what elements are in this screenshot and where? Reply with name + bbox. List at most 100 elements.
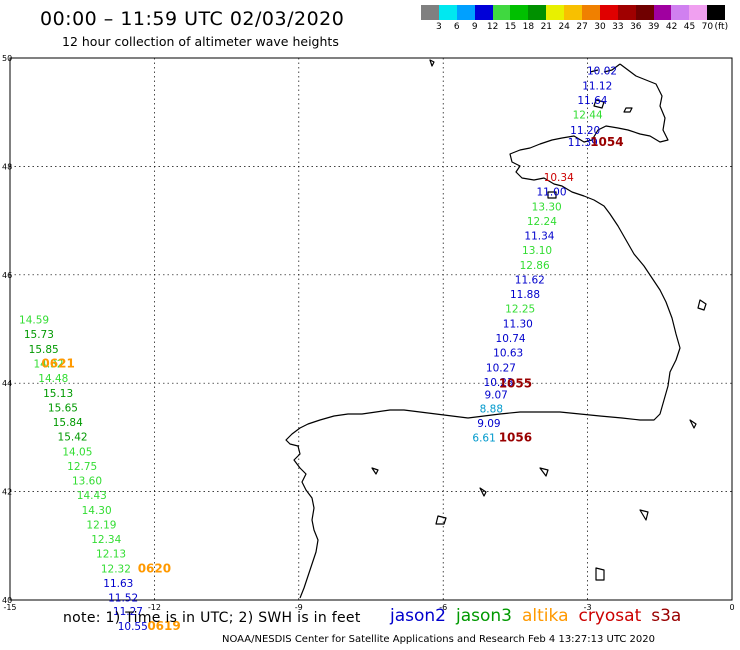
color-swatch bbox=[474, 5, 493, 20]
island-9 bbox=[539, 467, 549, 477]
swh-value: 11.20 bbox=[570, 125, 600, 137]
color-scale-label: 33 bbox=[612, 22, 624, 32]
color-scale-label: 18 bbox=[522, 22, 535, 32]
swh-value: 15.84 bbox=[53, 417, 83, 429]
pass-labels: 1054 1055 1056 0621 0620 0619 bbox=[41, 135, 623, 633]
color-scale-legend: 3 6 9 12 15 18 21 24 27 30 33 36 39 42 45 70 (ft) bbox=[421, 5, 729, 37]
island-6 bbox=[435, 515, 447, 525]
color-scale-label: 21 bbox=[540, 22, 553, 32]
swh-value: 11.34 bbox=[524, 231, 554, 243]
color-scale-label: 30 bbox=[594, 22, 606, 32]
lon-tick-label: -9 bbox=[295, 603, 303, 612]
island-1 bbox=[593, 99, 605, 109]
swh-value: 9.07 bbox=[484, 389, 507, 401]
swh-value: 11.30 bbox=[503, 318, 533, 330]
swh-value: 11.62 bbox=[515, 274, 545, 286]
swh-value: 15.73 bbox=[24, 329, 54, 341]
color-swatch bbox=[456, 5, 475, 20]
island-4 bbox=[429, 59, 435, 67]
color-swatch bbox=[582, 5, 600, 20]
color-scale-label: 15 bbox=[504, 22, 517, 32]
swh-value: 15.13 bbox=[43, 388, 73, 400]
swh-value: 12.86 bbox=[520, 260, 550, 272]
swh-value: 14.59 bbox=[19, 315, 49, 327]
swh-value: 14.48 bbox=[38, 373, 68, 385]
color-scale-label: 45 bbox=[683, 22, 696, 32]
swh-value: 6.61 bbox=[472, 433, 495, 445]
lat-tick-label: 40 bbox=[2, 596, 12, 605]
lon-tick-label: -15 bbox=[3, 603, 16, 612]
swh-value: 9.09 bbox=[477, 418, 500, 430]
page-title: 00:00 – 11:59 UTC 02/03/2020 bbox=[40, 8, 345, 30]
color-scale-label: 12 bbox=[486, 22, 499, 32]
coastline-france bbox=[467, 87, 681, 421]
satellite-legend: jason2 jason3 altika cryosat s3a bbox=[390, 606, 691, 628]
color-scale-label: 3 bbox=[436, 22, 442, 32]
swh-value: 14.43 bbox=[77, 490, 107, 502]
swh-value: 11.27 bbox=[113, 606, 143, 618]
swh-value: 11.64 bbox=[577, 95, 607, 107]
color-swatch bbox=[438, 5, 457, 20]
swh-value: 11.63 bbox=[103, 578, 133, 590]
swh-value: 12.75 bbox=[67, 461, 97, 473]
island-12 bbox=[371, 467, 379, 475]
lon-tick-label: -6 bbox=[439, 603, 447, 612]
island-10 bbox=[479, 487, 487, 497]
legend-item-jason2: jason2 bbox=[390, 606, 446, 626]
lat-tick-label: 50 bbox=[2, 54, 12, 63]
legend-item-cryosat: cryosat bbox=[578, 606, 642, 626]
color-swatch bbox=[546, 5, 565, 20]
color-scale-unit: (ft) bbox=[714, 22, 729, 32]
island-7 bbox=[697, 299, 707, 311]
swh-value: 12.25 bbox=[505, 304, 535, 316]
swh-value: 11.12 bbox=[582, 80, 612, 92]
swh-value: 12.32 bbox=[101, 563, 131, 575]
color-scale-label: 24 bbox=[558, 22, 570, 32]
swh-value: 11.88 bbox=[510, 289, 540, 301]
legend-item-s3a: s3a bbox=[651, 606, 682, 626]
swh-value: 12.13 bbox=[96, 549, 126, 561]
color-scale-label: 39 bbox=[647, 22, 660, 32]
page-subtitle: 12 hour collection of altimeter wave hei… bbox=[62, 34, 339, 49]
swh-value: 10.74 bbox=[496, 333, 526, 345]
pass-number-label: 0619 bbox=[147, 619, 180, 633]
legend-item-altika: altika bbox=[522, 606, 569, 626]
swh-value: 13.10 bbox=[522, 245, 552, 257]
swh-value: 10.34 bbox=[544, 172, 574, 184]
lat-tick-label: 46 bbox=[2, 271, 12, 280]
color-swatch bbox=[671, 5, 690, 20]
color-scale-label: 9 bbox=[471, 22, 478, 32]
swh-value: 10.27 bbox=[486, 362, 516, 374]
color-swatch bbox=[653, 5, 672, 20]
color-scale-label: 6 bbox=[453, 22, 460, 32]
color-swatch bbox=[564, 5, 583, 20]
coastline-channel bbox=[589, 63, 659, 89]
swh-value: 15.65 bbox=[48, 402, 78, 414]
swh-value: 12.24 bbox=[527, 216, 557, 228]
island-8 bbox=[689, 419, 697, 429]
pass-number-label: 0620 bbox=[138, 561, 171, 575]
coastline bbox=[285, 59, 707, 599]
lon-tick-label: -12 bbox=[148, 603, 161, 612]
swh-value: 15.85 bbox=[29, 344, 59, 356]
coastline-spain-north bbox=[285, 409, 469, 599]
island-11 bbox=[639, 509, 649, 521]
map-frame bbox=[9, 57, 733, 601]
swh-value: 10.02 bbox=[587, 65, 617, 77]
swh-value: 8.88 bbox=[480, 403, 503, 415]
footer-credit: NOAA/NESDIS Center for Satellite Applica… bbox=[222, 634, 655, 645]
swh-value: 11.39 bbox=[568, 137, 598, 149]
swh-value: 14.05 bbox=[62, 446, 92, 458]
lat-tick-label: 48 bbox=[2, 162, 12, 171]
color-swatch bbox=[421, 5, 439, 20]
color-scale-label: 27 bbox=[576, 22, 588, 32]
color-swatch bbox=[635, 5, 654, 20]
pass-number-label: 0621 bbox=[41, 356, 74, 370]
pass-number-label: 1054 bbox=[590, 135, 623, 149]
pass-number-label: 1056 bbox=[499, 431, 532, 445]
color-swatch bbox=[617, 5, 636, 20]
swh-value: 13.60 bbox=[72, 476, 102, 488]
